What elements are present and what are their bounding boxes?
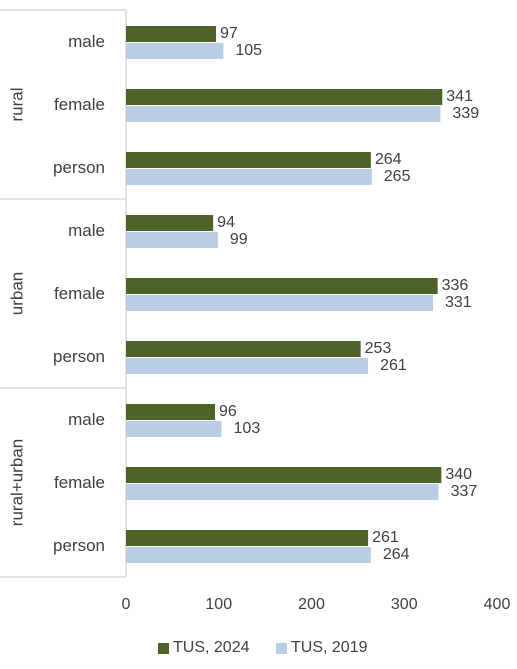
category-label: person: [53, 347, 105, 366]
bar-tus-2019: [126, 295, 434, 311]
bar-tus-2019: [126, 169, 372, 185]
data-label: 265: [384, 168, 411, 185]
x-tick-label: 300: [391, 596, 418, 613]
data-label: 331: [445, 294, 472, 311]
group-label: rural: [7, 87, 26, 121]
category-label: female: [54, 95, 105, 114]
legend-swatch-tus-2024: [158, 643, 169, 654]
data-label: 94: [217, 214, 235, 231]
group-label: urban: [7, 272, 26, 315]
bar-tus-2019: [126, 547, 371, 563]
data-label: 253: [365, 340, 392, 357]
bar-tus-2024: [126, 89, 443, 105]
category-label: male: [68, 410, 105, 429]
data-label: 337: [451, 483, 478, 500]
bar-tus-2024: [126, 404, 216, 420]
data-label: 105: [235, 42, 262, 59]
data-label: 96: [219, 403, 237, 420]
bars: [126, 26, 443, 563]
bar-tus-2019: [126, 484, 439, 500]
bar-tus-2024: [126, 215, 214, 231]
bar-tus-2024: [126, 26, 216, 42]
group-label: rural+urban: [7, 439, 26, 526]
bar-tus-2024: [126, 152, 371, 168]
data-label: 97: [220, 25, 238, 42]
bar-tus-2024: [126, 278, 438, 294]
category-label: male: [68, 221, 105, 240]
data-label: 341: [446, 88, 473, 105]
bar-tus-2019: [126, 358, 369, 374]
x-tick-label: 0: [122, 596, 131, 613]
category-label: person: [53, 158, 105, 177]
data-label: 261: [372, 529, 399, 546]
category-label: female: [54, 473, 105, 492]
x-tick-label: 100: [205, 596, 232, 613]
bar-tus-2019: [126, 43, 224, 59]
data-label: 339: [452, 105, 479, 122]
bar-tus-2024: [126, 341, 361, 357]
category-label: person: [53, 536, 105, 555]
legend: TUS, 2024 TUS, 2019: [158, 639, 368, 656]
data-label: 336: [442, 277, 469, 294]
category-label: male: [68, 32, 105, 51]
data-label: 99: [230, 231, 248, 248]
data-label: 264: [375, 151, 402, 168]
category-label: female: [54, 284, 105, 303]
legend-swatch-tus-2019: [276, 643, 287, 654]
bar-tus-2019: [126, 421, 222, 437]
legend-label: TUS, 2024: [173, 639, 250, 656]
x-tick-label: 200: [298, 596, 325, 613]
bar-tus-2019: [126, 232, 218, 248]
legend-label: TUS, 2019: [291, 639, 368, 656]
bar-tus-2024: [126, 530, 369, 546]
x-tick-label: 400: [484, 596, 511, 613]
data-label: 261: [380, 357, 407, 374]
data-label: 103: [234, 420, 261, 437]
bar-tus-2019: [126, 106, 441, 122]
data-label: 264: [383, 546, 410, 563]
data-label: 340: [445, 466, 472, 483]
bar-tus-2024: [126, 467, 442, 483]
